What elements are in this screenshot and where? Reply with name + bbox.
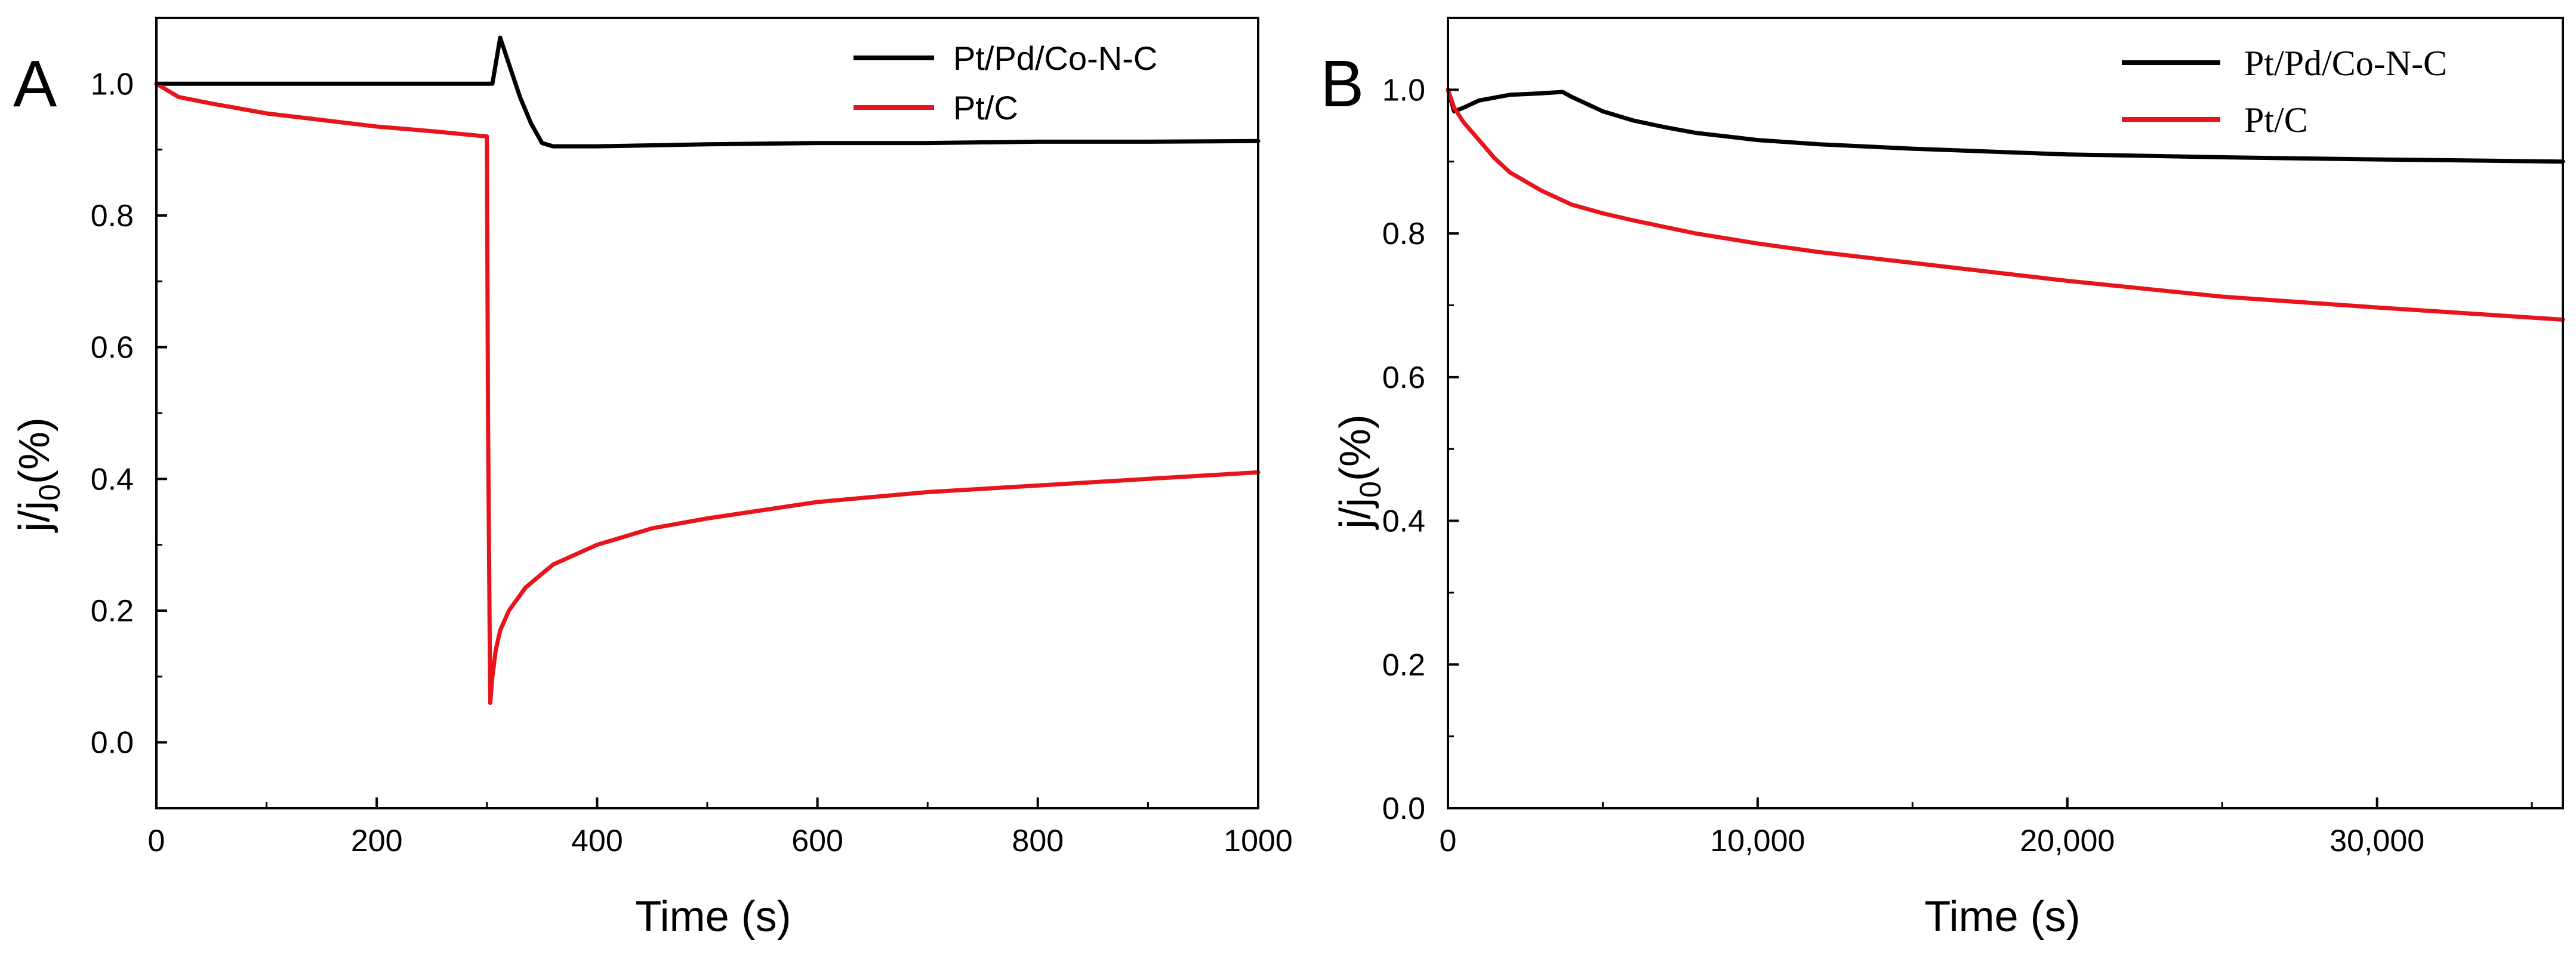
panel-b-legend-label-1: Pt/Pd/Co-N-C <box>2244 44 2447 83</box>
panel-b-legend: Pt/Pd/Co-N-C Pt/C <box>2122 44 2447 140</box>
panel-b: B 0 10,000 20,000 30,0000.00.20.40.60.81.0 … <box>1320 17 2565 941</box>
panel-b-y-tick-label: 0.0 <box>1382 791 1425 826</box>
panel-b-x-tick-label: 30,000 <box>2330 824 2424 858</box>
panel-b-y-axis-title: j/j0(%) <box>1332 414 1387 530</box>
panel-a-y-tick-label: 0.0 <box>91 726 134 760</box>
panel-a-y-title-tail: (%) <box>11 417 58 484</box>
panel-b-y-tick-label: 1.0 <box>1382 73 1425 107</box>
panel-a-legend-label-2: Pt/C <box>953 89 1018 127</box>
panel-a-legend-label-1: Pt/Pd/Co-N-C <box>953 39 1157 77</box>
panel-b-series-line-2 <box>1446 87 2565 322</box>
panel-a-label: A <box>13 47 57 121</box>
panel-a: A 0 200 400 600 800 1000 0.0 0.2 0.4 0.6 0.8 1.0 Ti… <box>11 17 1293 941</box>
panel-b-y-tick-label: 0.4 <box>1382 504 1425 539</box>
panel-a-x-tick-label: 800 <box>1012 824 1064 858</box>
panel-a-y-tick-label: 0.6 <box>91 331 134 365</box>
panel-a-y-title-main: j/j <box>11 501 58 533</box>
panel-a-y-tick-label: 0.4 <box>91 462 134 497</box>
panel-a-x-tick-label: 600 <box>791 824 843 858</box>
panel-a-series-line-2 <box>154 81 1261 705</box>
panel-b-y-title-sub: 0 <box>1354 481 1387 498</box>
panel-a-series-line-1 <box>154 35 1261 149</box>
panel-a-x-axis-title: Time (s) <box>635 893 791 941</box>
panel-a-x-tick-label: 400 <box>571 824 623 858</box>
panel-b-y-title-tail: (%) <box>1332 414 1379 481</box>
panel-b-y-tick-label: 0.8 <box>1382 217 1425 251</box>
panel-a-x-tick-label: 1000 <box>1224 824 1293 858</box>
panel-b-axes-frame <box>1447 17 2564 809</box>
panel-a-plot-area: 0 200 400 600 800 1000 0.0 0.2 0.4 0.6 0.8 1.0 <box>91 17 1293 858</box>
panel-b-y-tick-label: 0.6 <box>1382 361 1425 395</box>
panel-a-x-tick-label: 0 <box>148 824 165 858</box>
panel-a-legend: Pt/Pd/Co-N-C Pt/C <box>853 39 1157 127</box>
panel-b-x-tick-label: 10,000 <box>1710 824 1805 858</box>
panel-b-series-line-1 <box>1446 87 2565 164</box>
panel-b-y-title-main: j/j <box>1332 498 1379 530</box>
panel-b-x-tick-label: 20,000 <box>2020 824 2115 858</box>
panel-a-y-title-sub: 0 <box>33 484 66 501</box>
panel-a-axes-frame <box>155 17 1259 809</box>
panel-b-label: B <box>1320 47 1364 121</box>
panel-b-legend-label-2: Pt/C <box>2244 100 2308 140</box>
panel-a-x-tick-label: 200 <box>351 824 403 858</box>
panel-b-plot-area: 0 10,000 20,000 30,000 0.0 0.2 0.4 0.6 0.8 1.0 <box>1382 17 2565 858</box>
panel-b-x-tick-label: 0 <box>1440 824 1457 858</box>
panel-b-x-axis-title: Time (s) <box>1924 893 2080 941</box>
panel-a-y-axis-title: j/j0(%) <box>11 417 66 533</box>
panel-a-y-tick-label: 0.2 <box>91 594 134 629</box>
panel-a-y-tick-label: 1.0 <box>91 67 134 101</box>
panel-b-y-tick-label: 0.2 <box>1382 648 1425 682</box>
panel-a-y-tick-label: 0.8 <box>91 199 134 233</box>
